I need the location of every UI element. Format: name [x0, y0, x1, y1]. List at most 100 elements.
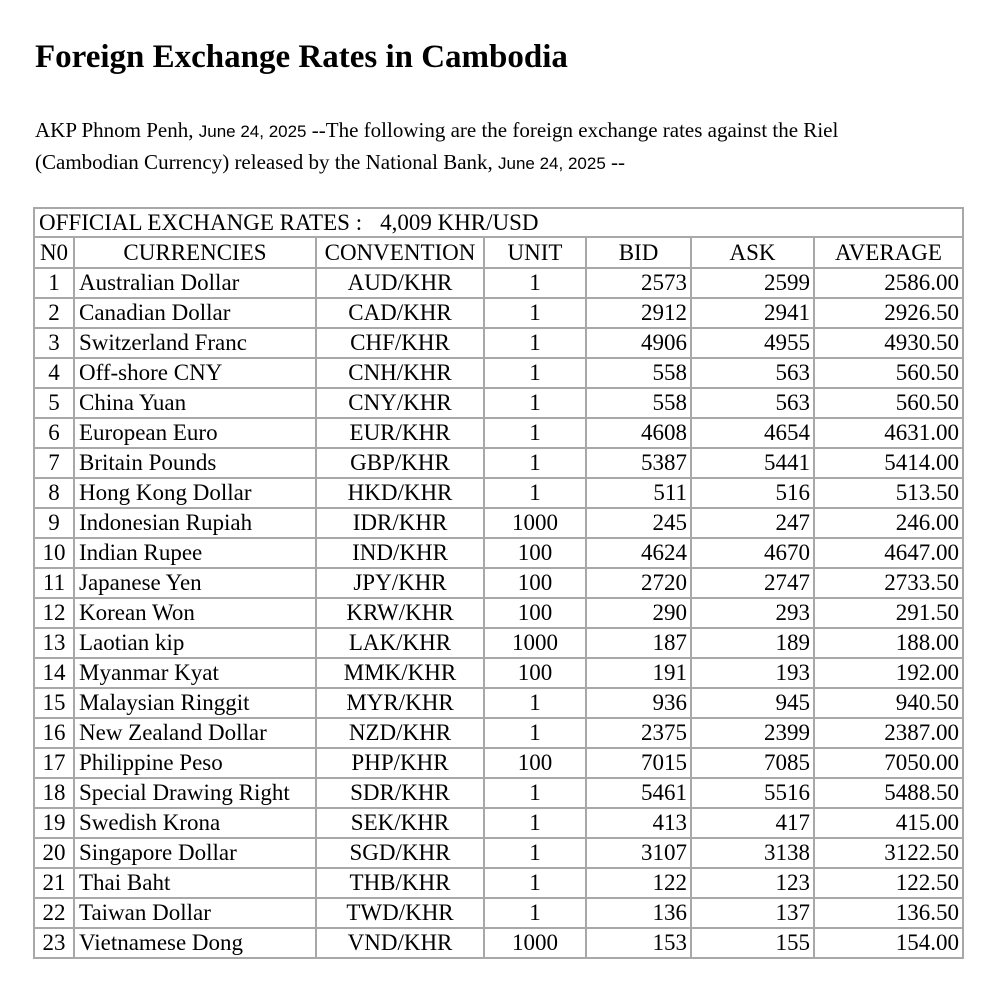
cell-convention: MMK/KHR: [315, 657, 485, 689]
cell-convention: IND/KHR: [315, 537, 485, 569]
cell-unit: 1: [483, 417, 587, 449]
intro-text-2: --The following are the foreign exchange…: [306, 118, 839, 142]
table-row: 20 Singapore Dollar SGD/KHR 1 3107 3138 …: [33, 837, 965, 869]
cell-currency: Canadian Dollar: [73, 297, 317, 329]
table-row: 3 Switzerland Franc CHF/KHR 1 4906 4955 …: [33, 327, 965, 359]
cell-bid: 7015: [585, 747, 692, 779]
column-header-average: AVERAGE: [812, 236, 965, 269]
cell-currency: Vietnamese Dong: [73, 927, 317, 959]
cell-average: 415.00: [812, 807, 965, 839]
cell-bid: 4906: [585, 327, 692, 359]
cell-ask: 563: [690, 357, 815, 389]
intro-date-2: June 24, 2025: [498, 154, 606, 173]
cell-currency: Thai Baht: [73, 867, 317, 899]
official-rate-label: OFFICIAL EXCHANGE RATES :: [39, 209, 363, 235]
cell-average: 4647.00: [812, 537, 965, 569]
cell-average: 291.50: [812, 597, 965, 629]
cell-row-number: 6: [33, 417, 75, 449]
cell-ask: 193: [690, 657, 815, 689]
table-row: 4 Off-shore CNY CNH/KHR 1 558 563 560.50: [33, 357, 965, 389]
cell-bid: 5461: [585, 777, 692, 809]
rates-table-body: 1 Australian Dollar AUD/KHR 1 2573 2 5 99 …: [33, 267, 965, 959]
cell-unit: 1: [483, 297, 587, 329]
cell-currency: Off-shore CNY: [73, 357, 317, 389]
cell-row-number: 10: [33, 537, 75, 569]
cell-currency: Special Drawing Right: [73, 777, 317, 809]
cell-unit: 100: [483, 537, 587, 569]
cell-convention: KRW/KHR: [315, 597, 485, 629]
cell-unit: 1: [483, 267, 587, 299]
cell-row-number: 2: [33, 297, 75, 329]
cell-convention: TWD/KHR: [315, 897, 485, 929]
cell-row-number: 5: [33, 387, 75, 419]
cell-bid: 136: [585, 897, 692, 929]
cell-convention: THB/KHR: [315, 867, 485, 899]
cell-average: 136.50: [812, 897, 965, 929]
cell-bid: 2720: [585, 567, 692, 599]
cell-unit: 1: [483, 357, 587, 389]
intro-paragraph: AKP Phnom Penh, June 24, 2025 --The foll…: [35, 115, 970, 179]
cell-average: 2926.50: [812, 297, 965, 329]
cell-convention: SGD/KHR: [315, 837, 485, 869]
cell-convention: CAD/KHR: [315, 297, 485, 329]
cell-row-number: 21: [33, 867, 75, 899]
official-rate-cell: OFFICIAL EXCHANGE RATES : 4,009 KHR/USD: [32, 207, 965, 238]
official-rate-row: OFFICIAL EXCHANGE RATES : 4,009 KHR/USD: [32, 207, 965, 238]
cell-unit: 1: [483, 867, 587, 899]
cell-convention: AUD/KHR: [315, 267, 485, 299]
cell-currency: European Euro: [73, 417, 317, 449]
table-row: 11 Japanese Yen JPY/KHR 100 2720 2747 27…: [33, 567, 965, 599]
cell-ask: 2941: [690, 297, 815, 329]
cell-currency: Taiwan Dollar: [73, 897, 317, 929]
cell-ask: 137: [690, 897, 815, 929]
cell-currency: China Yuan: [73, 387, 317, 419]
cell-convention: MYR/KHR: [315, 687, 485, 719]
cell-row-number: 22: [33, 897, 75, 929]
cell-currency: Laotian kip: [73, 627, 317, 659]
cell-unit: 1: [483, 687, 587, 719]
cell-average: 2733.50: [812, 567, 965, 599]
table-row: 1 Australian Dollar AUD/KHR 1 2573 2599 …: [33, 267, 965, 299]
cell-bid: 4624: [585, 537, 692, 569]
cell-average: 2387.00: [812, 717, 965, 749]
cell-row-number: 20: [33, 837, 75, 869]
cell-ask: 2399: [690, 717, 815, 749]
intro-text-3: (Cambodian Currency) released by the Nat…: [35, 150, 499, 174]
table-row: 14 Myanmar Kyat MMK/KHR 100 191 193 192.…: [33, 657, 965, 689]
table-row: 8 Hong Kong Dollar HKD/KHR 1 511 516 513…: [33, 477, 965, 509]
cell-convention: SEK/KHR: [315, 807, 485, 839]
cell-ask: 123: [690, 867, 815, 899]
cell-bid: 4608: [585, 417, 692, 449]
cell-currency: Hong Kong Dollar: [73, 477, 317, 509]
cell-average: 2586.00: [812, 267, 965, 299]
cell-convention: EUR/KHR: [315, 417, 485, 449]
cell-row-number: 15: [33, 687, 75, 719]
cell-ask: 417: [690, 807, 815, 839]
cell-currency: New Zealand Dollar: [73, 717, 317, 749]
cell-convention: CNY/KHR: [315, 387, 485, 419]
cell-average: 188.00: [812, 627, 965, 659]
cell-average: 560.50: [812, 387, 965, 419]
cell-bid: 187: [585, 627, 692, 659]
table-row: 7 Britain Pounds GBP/KHR 1 5387 5441 541…: [33, 447, 965, 479]
cell-convention: VND/KHR: [315, 927, 485, 959]
intro-date-1: June 24, 2025: [198, 122, 307, 141]
cell-bid: 936: [585, 687, 692, 719]
cell-bid: 191: [585, 657, 692, 689]
cell-average: 3122.50: [812, 837, 965, 869]
cell-convention: IDR/KHR: [315, 507, 485, 539]
intro-text-1: AKP Phnom Penh,: [35, 118, 199, 142]
table-row: 2 Canadian Dollar CAD/KHR 1 2912 2941 29…: [33, 297, 965, 329]
cell-average: 122.50: [812, 867, 965, 899]
cell-convention: GBP/KHR: [315, 447, 485, 479]
table-row: 5 China Yuan CNY/KHR 1 558 563 560.50: [33, 387, 965, 419]
cell-unit: 1000: [483, 507, 587, 539]
cell-bid: 558: [585, 357, 692, 389]
cell-unit: 1000: [483, 927, 587, 959]
cell-currency: Malaysian Ringgit: [73, 687, 317, 719]
cell-ask: 155: [690, 927, 815, 959]
table-row: 19 Swedish Krona SEK/KHR 1 413 417 415.0…: [33, 807, 965, 839]
cell-row-number: 4: [33, 357, 75, 389]
cell-unit: 1: [483, 327, 587, 359]
cell-average: 246.00: [812, 507, 965, 539]
